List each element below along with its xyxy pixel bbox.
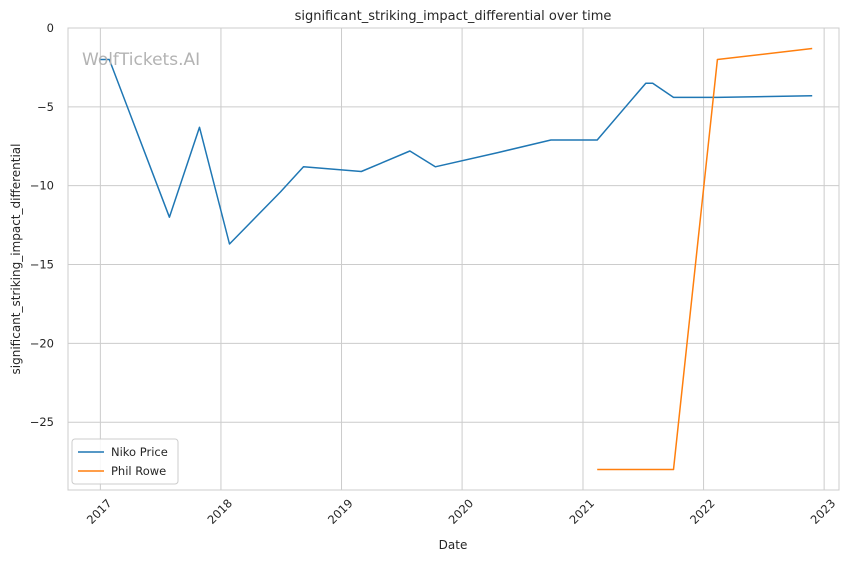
series-lines [100,47,813,471]
y-tick-label: −5 [37,100,54,114]
legend-label-niko-price: Niko Price [111,445,168,459]
x-axis-label: Date [439,538,468,552]
legend: Niko Price Phil Rowe [71,438,179,485]
y-tick-label: −15 [30,258,54,272]
y-tick-label: −10 [30,179,54,193]
y-tick-label: −20 [30,336,54,350]
watermark: WolfTickets.AI [82,50,200,70]
y-tick-label: 0 [47,21,54,35]
legend-label-phil-rowe: Phil Rowe [111,464,166,478]
series-line-phil-rowe [597,47,813,471]
legend-box [71,438,179,485]
plot-frame [67,27,840,491]
chart-title: significant_striking_impact_differential… [295,9,612,24]
y-axis-label: significant_striking_impact_differential [9,144,23,375]
y-tick-label: −25 [30,415,54,429]
series-line-niko-price [100,58,813,245]
